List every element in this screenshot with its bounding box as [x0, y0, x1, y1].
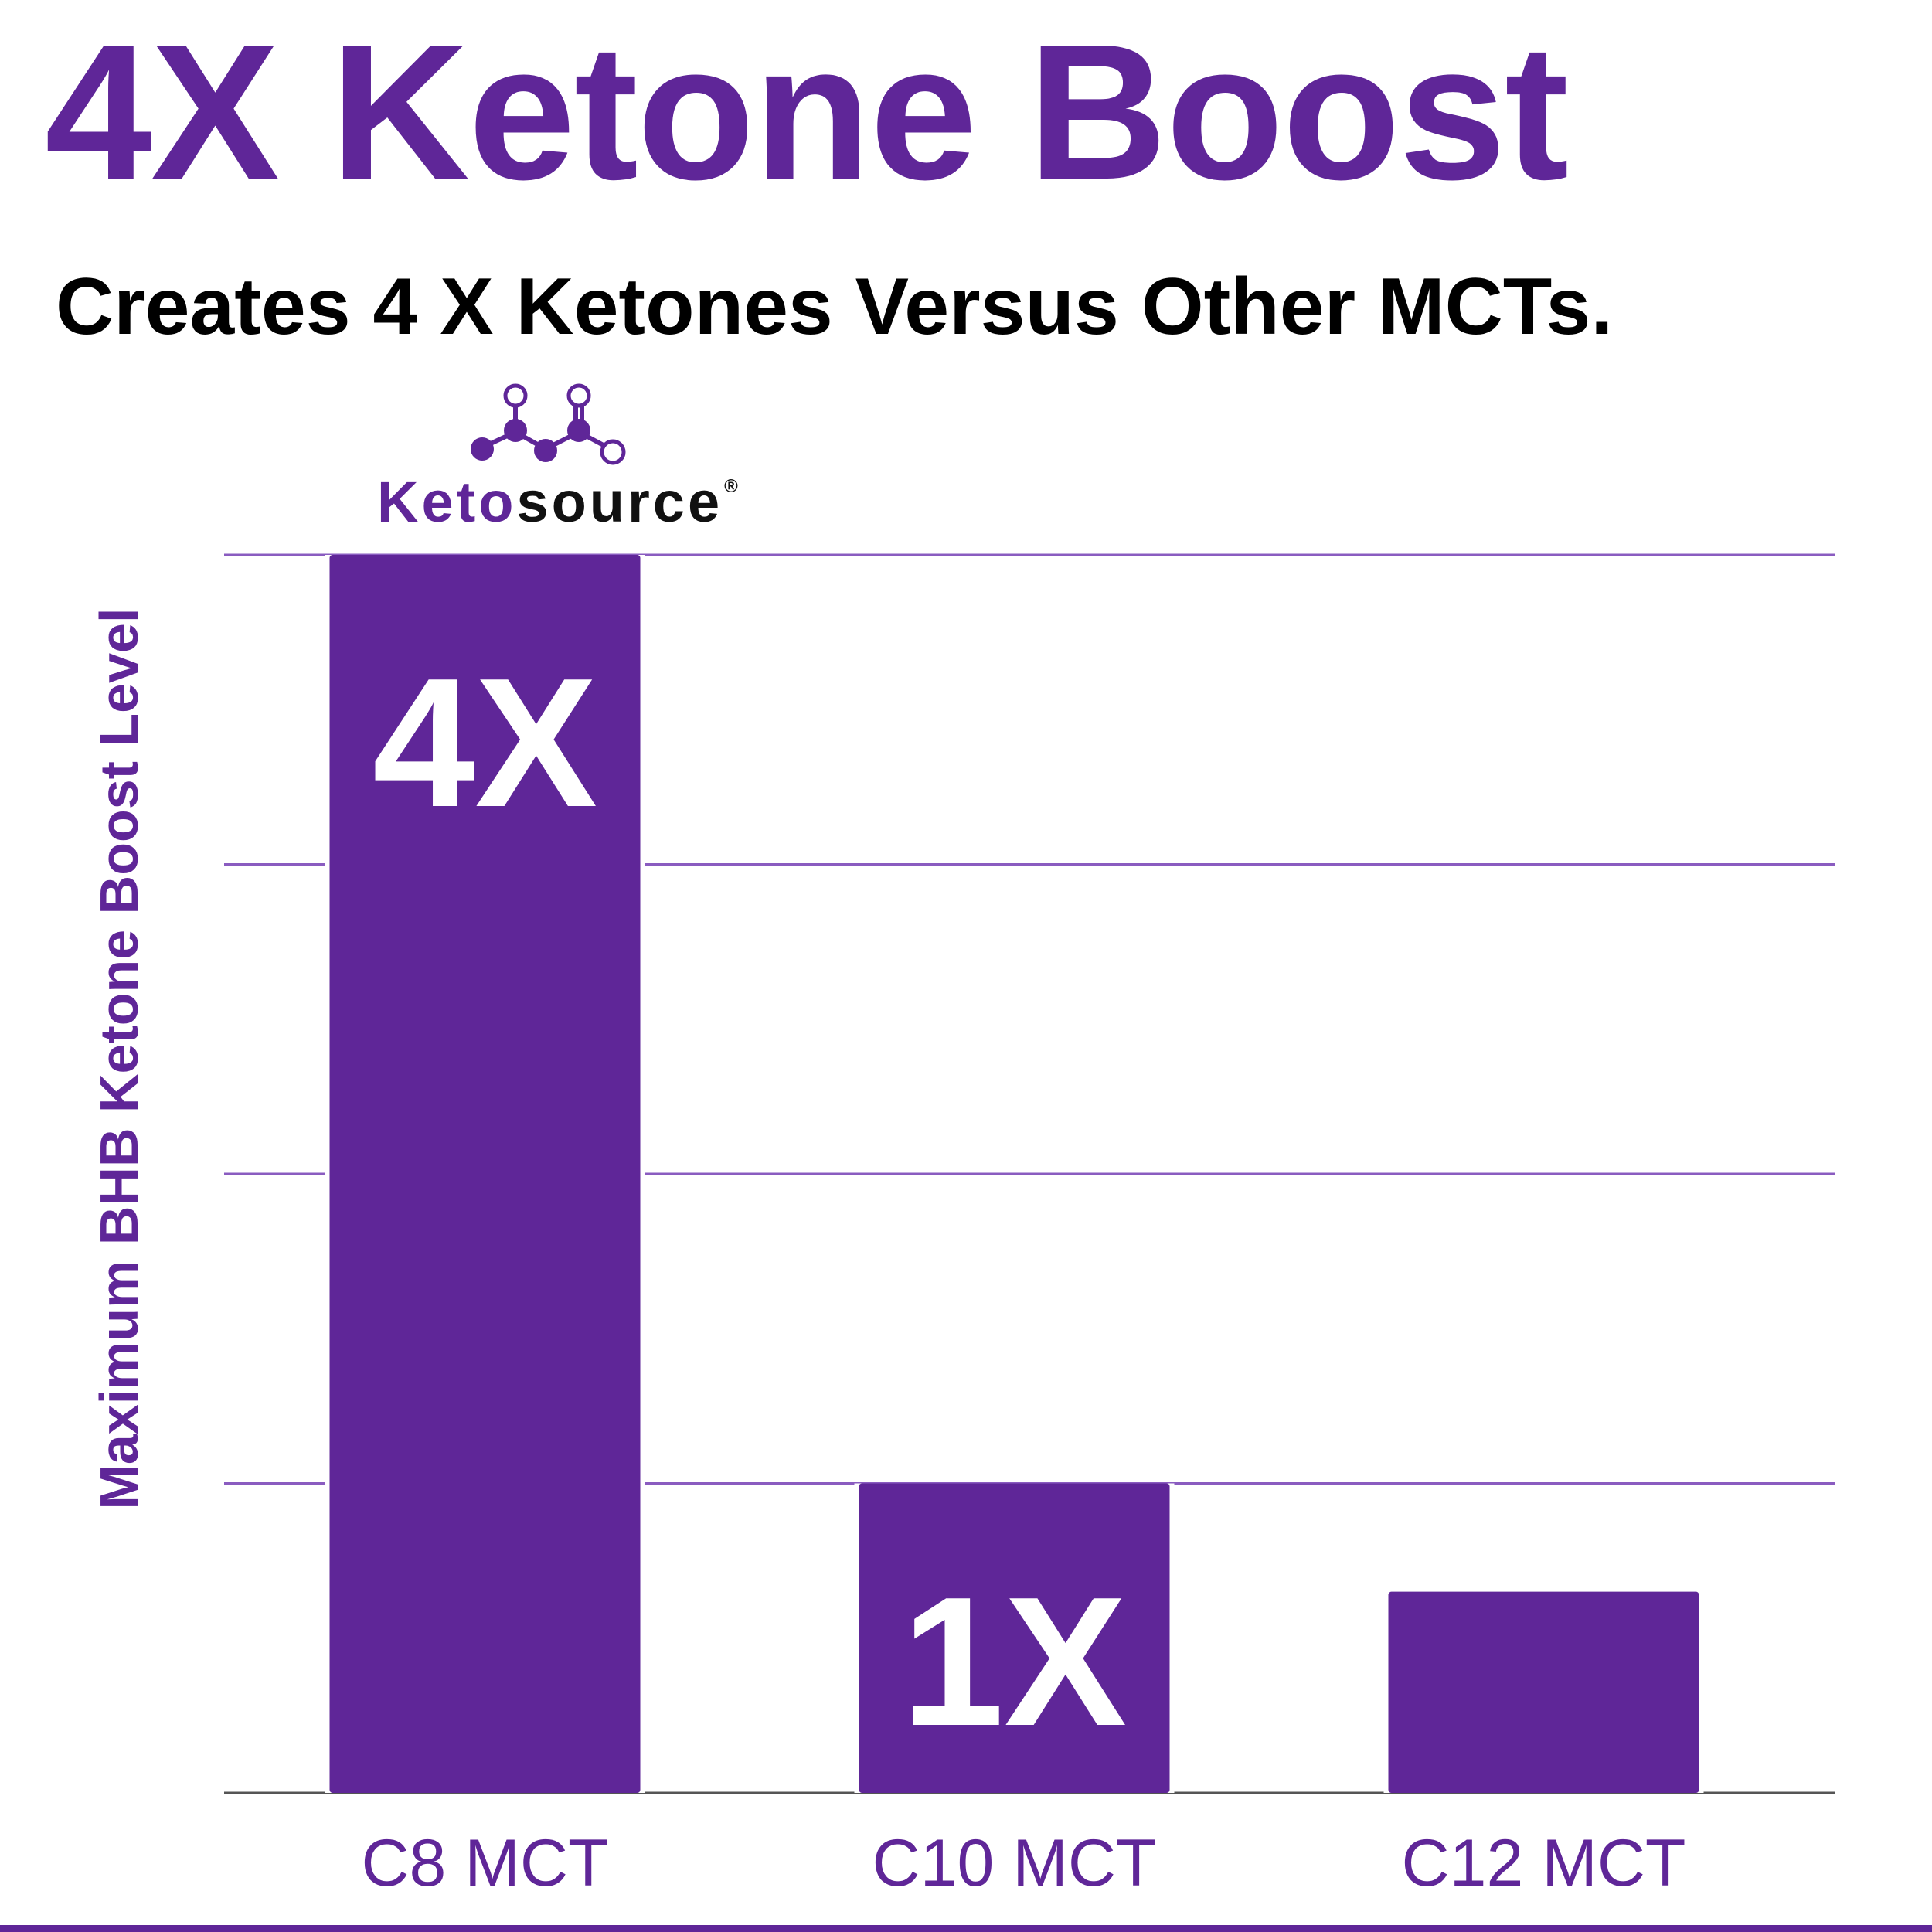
x-tick-label: C12 MCT	[1402, 1826, 1686, 1900]
bar	[329, 555, 641, 1793]
subheadline: Creates 4 X Ketones Versus Other MCTs.	[56, 262, 1614, 352]
registered-mark: ®	[724, 476, 738, 497]
brand-logo: Ketosource®	[371, 383, 757, 537]
molecule-icon	[471, 383, 626, 465]
bar-data-label: 1X	[902, 1560, 1127, 1764]
bar	[1388, 1591, 1699, 1793]
x-tick-label: C10 MCT	[872, 1826, 1157, 1900]
brand-name-keto: Keto	[377, 470, 517, 534]
x-tick-label: C8 MCT	[361, 1826, 608, 1900]
bottom-rule	[0, 1925, 1932, 1932]
bar-data-label: 4X	[372, 641, 597, 845]
brand-name-source: source	[516, 470, 723, 534]
bar	[859, 1483, 1170, 1793]
y-axis-label: Maximum BHB Ketone Boost Level	[89, 608, 149, 1510]
headline: 4X Ketone Boost	[45, 4, 1569, 219]
brand-name: Ketosource®	[377, 474, 738, 531]
